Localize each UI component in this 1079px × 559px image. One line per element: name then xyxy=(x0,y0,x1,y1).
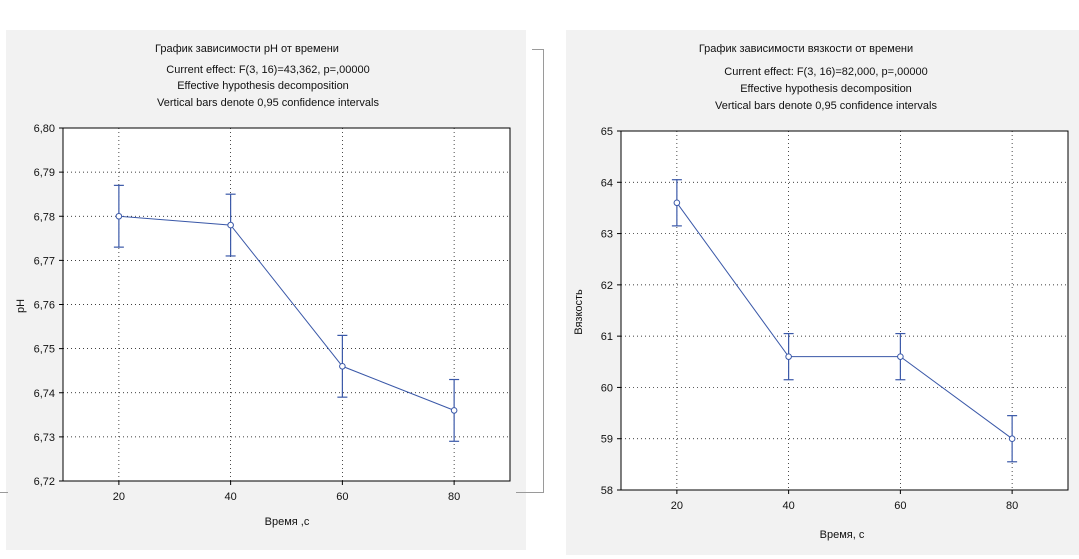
y-tick-label: 6,73 xyxy=(34,432,55,444)
y-tick-label: 60 xyxy=(601,382,613,394)
y-tick-label: 63 xyxy=(601,229,613,241)
x-tick-label: 60 xyxy=(336,491,348,503)
y-tick-label: 64 xyxy=(601,177,613,189)
y-tick-label: 6,72 xyxy=(34,476,55,488)
y-tick-label: 6,77 xyxy=(34,255,55,267)
divider-tick-bottom xyxy=(516,492,544,493)
x-tick-label: 40 xyxy=(225,491,237,503)
divider-vertical xyxy=(543,50,544,492)
x-tick-label: 80 xyxy=(1006,500,1018,512)
data-point xyxy=(897,353,904,360)
data-point xyxy=(115,212,123,220)
x-axis-label: Время ,с xyxy=(265,516,310,528)
chart-subtitle-ci: Vertical bars denote 0,95 confidence int… xyxy=(157,97,379,109)
series-line xyxy=(676,202,1013,440)
y-tick-label: 6,74 xyxy=(34,388,55,400)
y-tick-label: 61 xyxy=(601,331,613,343)
data-point xyxy=(673,199,681,207)
x-tick-label: 60 xyxy=(894,500,906,512)
divider-tick-left xyxy=(0,492,8,493)
y-tick-label: 6,79 xyxy=(34,167,55,179)
y-tick-label: 6,75 xyxy=(34,344,55,356)
x-axis-label: Время, с xyxy=(820,529,865,541)
data-point xyxy=(227,221,234,229)
data-point xyxy=(785,353,792,360)
plot-area: 58 59 60 61 62 63 64 65 20 40 60 80 xyxy=(601,126,1069,512)
data-point xyxy=(450,407,458,414)
chart-subtitle-effect: Current effect: F(3, 16)=82,000, p=,0000… xyxy=(724,66,927,78)
chart-subtitle-ci: Vertical bars denote 0,95 confidence int… xyxy=(715,100,937,112)
chart-title: График зависимости pH от времени xyxy=(155,43,339,55)
y-tick-label: 59 xyxy=(601,434,613,446)
y-tick-label: 62 xyxy=(601,280,613,292)
x-tick-label: 40 xyxy=(783,500,795,512)
plot-frame xyxy=(620,130,1069,491)
x-tick-label: 80 xyxy=(448,491,460,503)
y-axis-label: Вязкость xyxy=(573,289,585,335)
chart-subtitle-decomposition: Effective hypothesis decomposition xyxy=(740,83,912,95)
data-point xyxy=(339,362,346,370)
y-tick-label: 58 xyxy=(601,485,613,497)
chart-subtitle-effect: Current effect: F(3, 16)=43,362, p=,0000… xyxy=(166,64,369,76)
x-tick-label: 20 xyxy=(671,500,683,512)
y-tick-label: 6,76 xyxy=(34,300,55,312)
y-tick-label: 6,78 xyxy=(34,211,55,223)
y-axis-label: pH xyxy=(15,299,27,313)
y-tick-label: 65 xyxy=(601,126,613,138)
series-line xyxy=(118,215,455,411)
chart-subtitle-decomposition: Effective hypothesis decomposition xyxy=(177,80,349,92)
y-tick-label: 6,80 xyxy=(34,123,55,135)
plot-area: 6,72 6,73 6,74 6,75 6,76 6,77 6,78 6,79 6,80 20 40… xyxy=(34,123,511,503)
data-point xyxy=(1008,435,1016,443)
divider-tick-top xyxy=(532,49,544,50)
x-tick-label: 20 xyxy=(113,491,125,503)
chart-title: График зависимости вязкости от времени xyxy=(699,43,913,55)
